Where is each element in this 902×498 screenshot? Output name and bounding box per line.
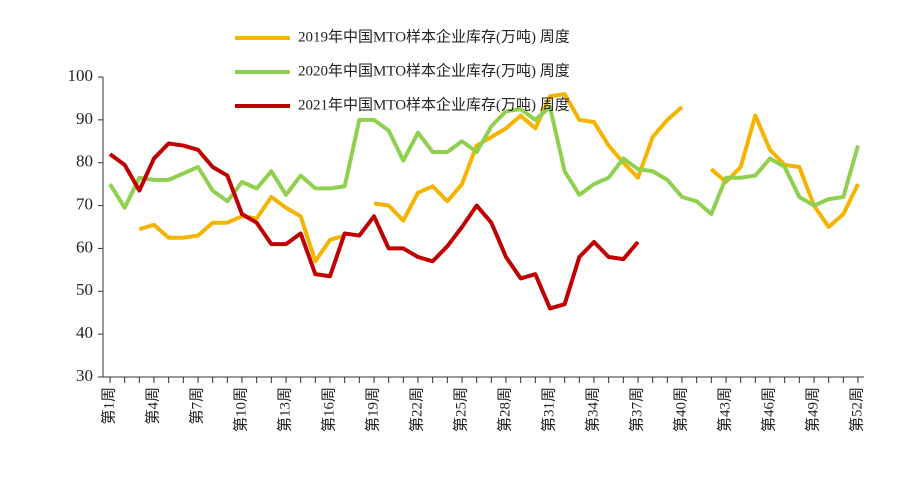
x-tick-label: 第28周 bbox=[495, 387, 513, 432]
legend-label: 2020年中国MTO样本企业库存(万吨) 周度 bbox=[298, 61, 570, 79]
x-tick-label: 第31周 bbox=[539, 387, 557, 432]
x-tick-label: 第4周 bbox=[143, 387, 161, 425]
x-tick-label: 第49周 bbox=[803, 387, 821, 432]
y-tick-label: 60 bbox=[76, 237, 93, 256]
x-tick-label: 第10周 bbox=[231, 387, 249, 432]
x-tick-label: 第13周 bbox=[275, 387, 293, 432]
x-tick-label: 第25周 bbox=[451, 387, 469, 432]
x-tick-label: 第52周 bbox=[847, 387, 865, 432]
y-tick-label: 40 bbox=[76, 323, 93, 342]
series-line bbox=[108, 105, 860, 217]
x-tick-label: 第40周 bbox=[671, 387, 689, 432]
y-tick-label: 70 bbox=[76, 194, 93, 213]
y-tick-label: 90 bbox=[76, 109, 93, 128]
legend-label: 2021年中国MTO样本企业库存(万吨) 周度 bbox=[298, 95, 570, 113]
x-tick-label: 第19周 bbox=[363, 387, 381, 432]
x-tick-label: 第37周 bbox=[627, 387, 645, 432]
x-tick-label: 第1周 bbox=[99, 387, 117, 425]
legend-label: 2019年中国MTO样本企业库存(万吨) 周度 bbox=[298, 27, 570, 45]
x-tick-label: 第22周 bbox=[407, 387, 425, 432]
x-tick-label: 第46周 bbox=[759, 387, 777, 432]
y-tick-label: 30 bbox=[76, 366, 93, 385]
y-tick-label: 80 bbox=[76, 152, 93, 171]
x-tick-label: 第7周 bbox=[187, 387, 205, 425]
y-tick-label: 100 bbox=[68, 66, 94, 85]
series-line bbox=[108, 141, 640, 311]
x-tick-label: 第43周 bbox=[715, 387, 733, 432]
x-tick-label: 第34周 bbox=[583, 387, 601, 432]
y-tick-label: 50 bbox=[76, 280, 93, 299]
x-tick-label: 第16周 bbox=[319, 387, 337, 432]
